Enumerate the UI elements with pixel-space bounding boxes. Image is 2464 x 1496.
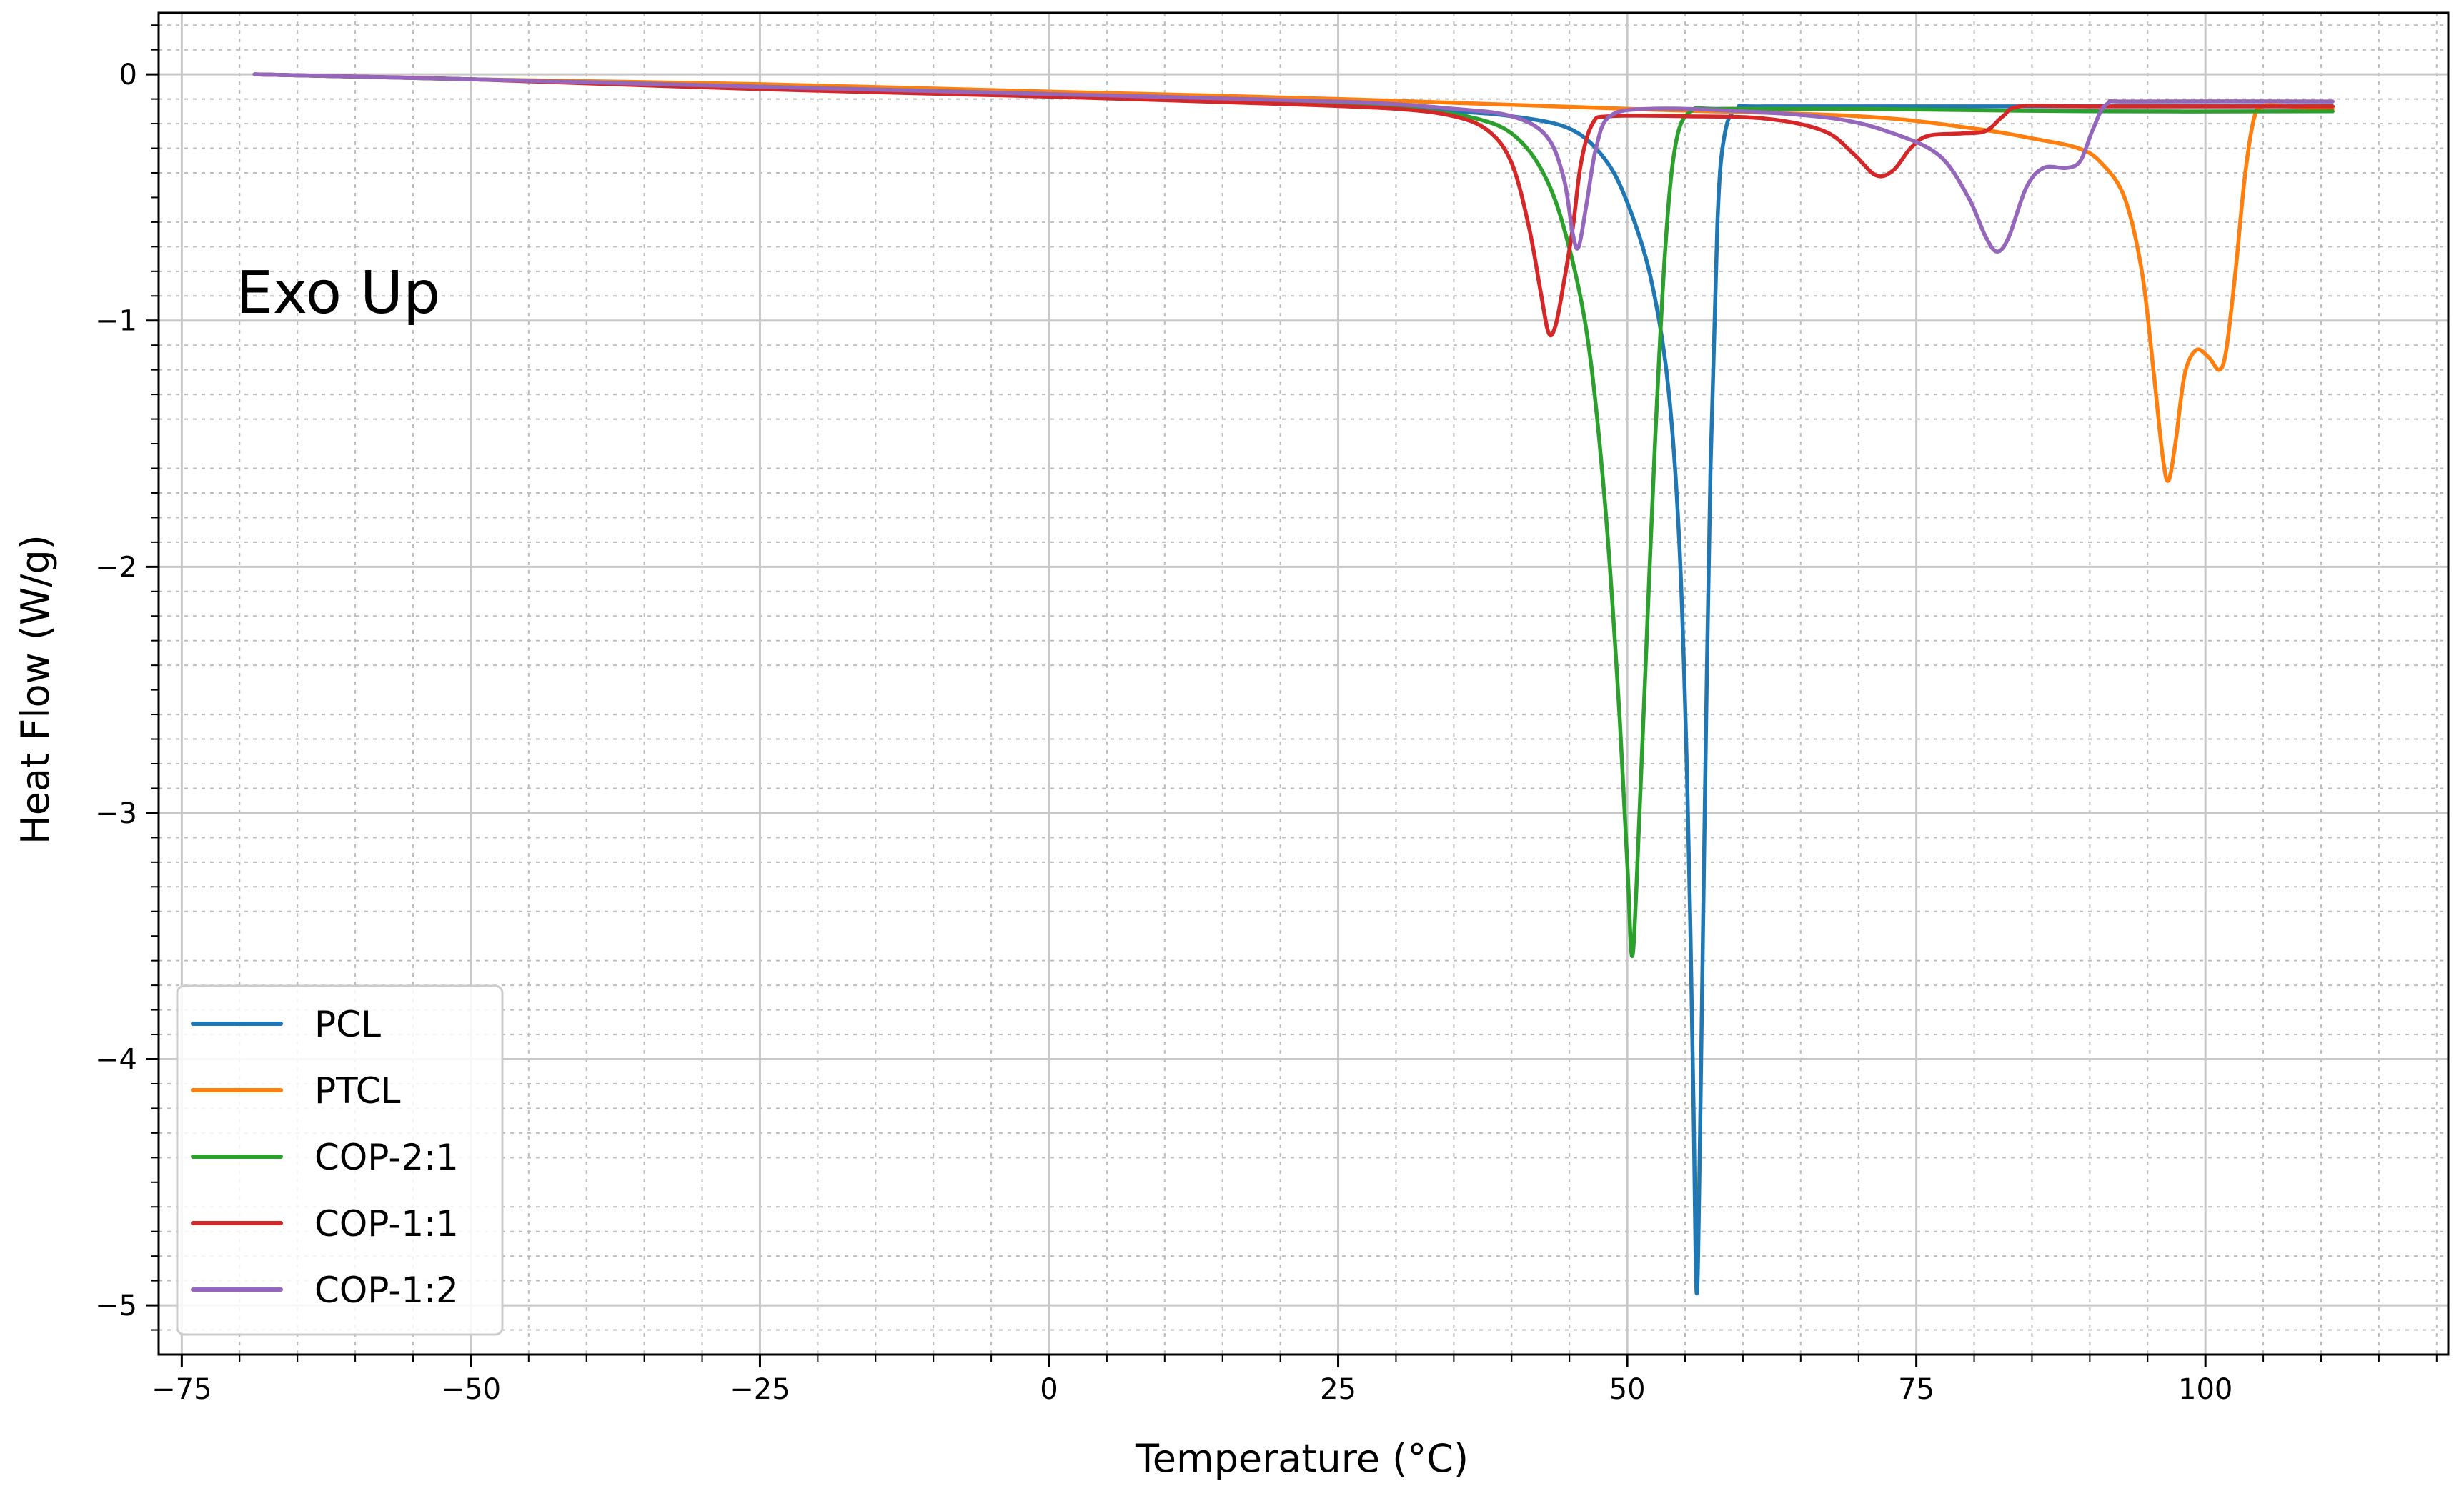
y-tick-labels: 0 −1 −2 −3 −4 −5 — [95, 59, 137, 1322]
y-tick-label: −3 — [95, 797, 137, 830]
y-tick-label: 0 — [119, 59, 137, 91]
x-tick-label: 0 — [1040, 1373, 1058, 1406]
exo-up-annotation: Exo Up — [236, 259, 440, 327]
x-tick-label: −75 — [151, 1373, 212, 1406]
y-tick-label: −2 — [95, 551, 137, 584]
series-line-cop-1-1 — [252, 72, 2335, 338]
plot-frame — [157, 11, 2450, 1356]
legend-label-pcl: PCL — [314, 1004, 381, 1045]
y-tick-label: −5 — [95, 1290, 137, 1322]
x-tick-label: 25 — [1320, 1373, 1356, 1406]
x-tick-label: 100 — [2178, 1373, 2232, 1406]
y-tick-label: −4 — [95, 1043, 137, 1076]
major-grid — [159, 13, 2448, 1355]
x-tick-label: 50 — [1609, 1373, 1646, 1406]
series-line-ptcl — [252, 72, 2335, 483]
x-tick-label: −50 — [441, 1373, 501, 1406]
x-tick-label: 75 — [1898, 1373, 1934, 1406]
x-axis-title: Temperature (°C) — [1135, 1436, 1469, 1481]
series-lines — [252, 72, 2335, 1296]
y-tick-label: −1 — [95, 305, 137, 338]
legend-box — [176, 984, 504, 1336]
x-tick-labels: −75 −50 −25 0 25 50 75 100 — [151, 1373, 2232, 1406]
legend-entries: PCL PTCL COP-2:1 COP-1:1 COP-1:2 — [191, 1004, 459, 1311]
y-axis-title: Heat Flow (W/g) — [13, 534, 58, 844]
legend-label-cop-1-2: COP-1:2 — [314, 1270, 459, 1311]
legend-label-ptcl: PTCL — [314, 1070, 401, 1112]
axis-ticks — [146, 24, 2438, 1367]
x-tick-label: −25 — [730, 1373, 790, 1406]
minor-grid — [159, 13, 2448, 1355]
legend: PCL PTCL COP-2:1 COP-1:1 COP-1:2 — [176, 984, 504, 1336]
legend-label-cop-1-1: COP-1:1 — [314, 1203, 459, 1245]
legend-label-cop-2-1: COP-2:1 — [314, 1137, 459, 1178]
series-line-cop-1-2 — [252, 72, 2335, 254]
